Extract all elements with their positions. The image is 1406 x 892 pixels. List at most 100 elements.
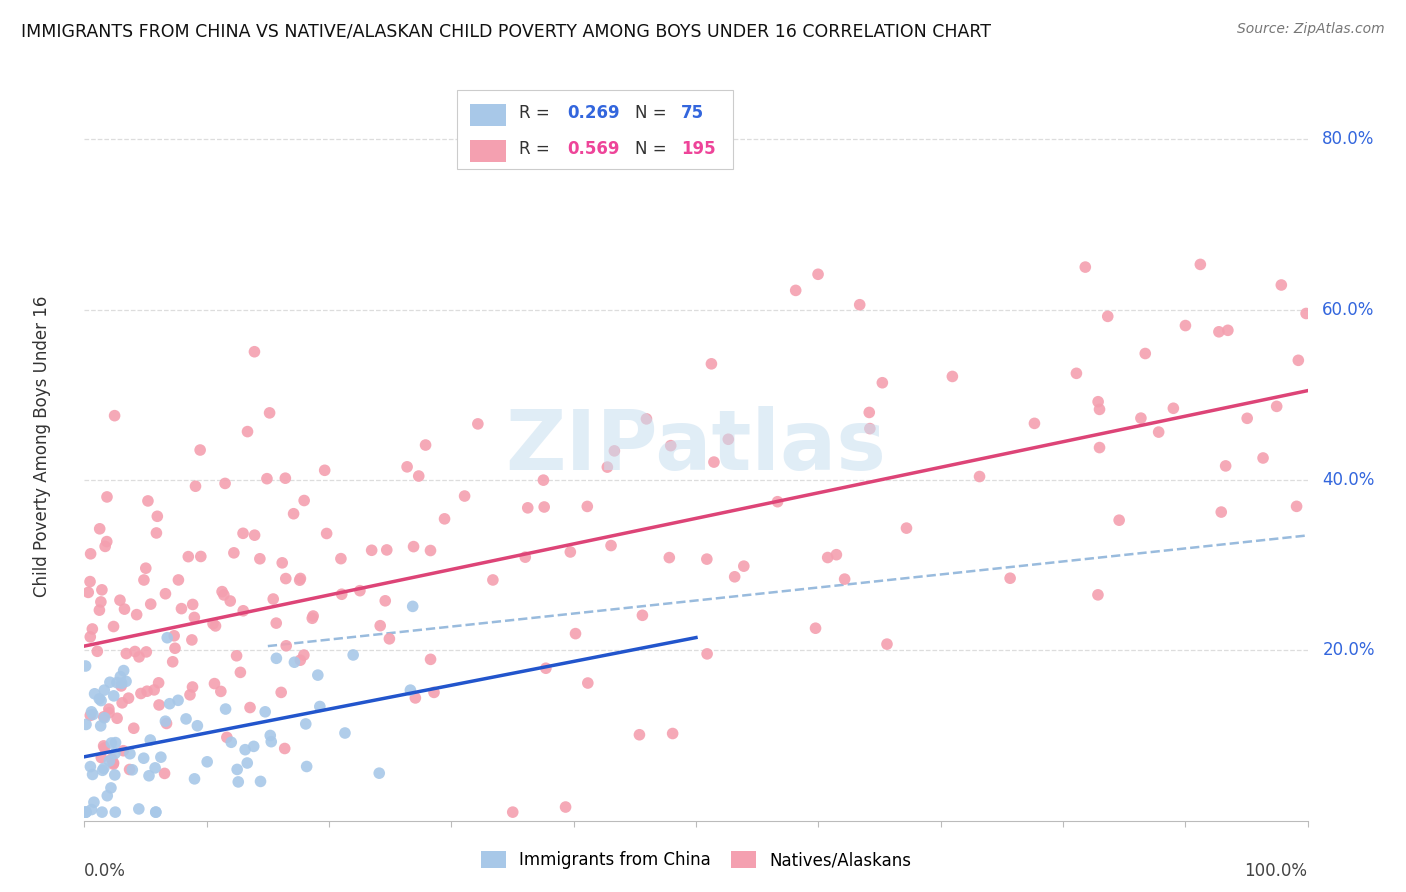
Point [564,626,586,640]
Point [135,645,157,659]
Text: R =: R = [519,103,554,121]
Point [659,439,682,453]
Point [90,582,112,597]
Point [368,618,391,632]
Point [82,767,104,781]
Point [105,711,128,725]
Point [1189,257,1212,271]
Point [90,595,112,609]
Text: Child Poverty Among Boys Under 16: Child Poverty Among Boys Under 16 [32,295,51,597]
Point [90,750,112,764]
Point [333,726,356,740]
Point [138,769,160,783]
Point [1129,411,1152,425]
Point [1074,260,1097,274]
Point [243,528,266,542]
Point [104,768,127,782]
Point [122,721,145,735]
Text: 195: 195 [682,139,716,158]
Point [100,736,122,750]
Point [249,551,271,566]
Point [941,369,963,384]
Point [233,742,256,756]
Point [89,691,111,706]
Point [515,550,537,565]
Point [93,710,115,724]
Point [301,611,323,625]
Point [211,584,233,599]
Point [482,573,505,587]
Point [91,805,114,819]
Point [79,759,101,773]
Point [807,267,830,281]
Point [145,525,167,540]
Point [79,630,101,644]
Point [236,425,259,439]
Point [219,594,242,608]
Point [502,805,524,819]
Point [105,675,128,690]
Point [155,716,177,731]
Point [283,655,305,669]
Text: ZIPatlas: ZIPatlas [506,406,886,486]
Point [1088,402,1111,417]
Point [93,761,115,775]
Point [204,619,226,633]
Point [419,652,441,666]
Point [1097,310,1119,324]
Point [998,571,1021,585]
Point [80,705,103,719]
Point [415,438,437,452]
Point [1285,500,1308,514]
Point [93,683,115,698]
Text: 75: 75 [682,103,704,121]
Text: N =: N = [636,103,672,121]
Point [232,604,254,618]
Point [1087,588,1109,602]
Point [259,406,281,420]
Point [139,733,162,747]
Point [661,726,683,740]
Point [264,616,287,631]
Point [399,683,422,698]
Point [295,759,318,773]
Point [112,664,135,678]
Point [858,405,880,419]
Point [1251,450,1274,465]
Point [785,284,807,298]
Point [100,780,122,795]
Point [766,494,789,508]
Point [703,455,725,469]
Point [159,697,181,711]
Point [283,507,305,521]
Point [108,593,131,607]
Point [96,490,118,504]
Point [274,471,297,485]
Point [294,717,316,731]
Point [89,522,111,536]
Point [236,756,259,770]
Point [184,479,207,493]
Point [226,763,249,777]
Point [79,547,101,561]
Point [183,610,205,624]
Point [179,688,201,702]
Text: 40.0%: 40.0% [1322,471,1375,489]
Text: IMMIGRANTS FROM CHINA VS NATIVE/ALASKAN CHILD POVERTY AMONG BOYS UNDER 16 CORREL: IMMIGRANTS FROM CHINA VS NATIVE/ALASKAN … [21,22,991,40]
Point [118,763,141,777]
Point [132,573,155,587]
Text: 0.269: 0.269 [568,103,620,121]
FancyBboxPatch shape [470,139,506,162]
Point [90,719,112,733]
Point [534,661,557,675]
Point [349,583,371,598]
Point [214,476,236,491]
Point [658,550,681,565]
Point [896,521,918,535]
Point [229,665,252,680]
Point [259,729,281,743]
Point [115,647,138,661]
Point [117,691,139,706]
Point [180,632,202,647]
Point [188,443,211,458]
